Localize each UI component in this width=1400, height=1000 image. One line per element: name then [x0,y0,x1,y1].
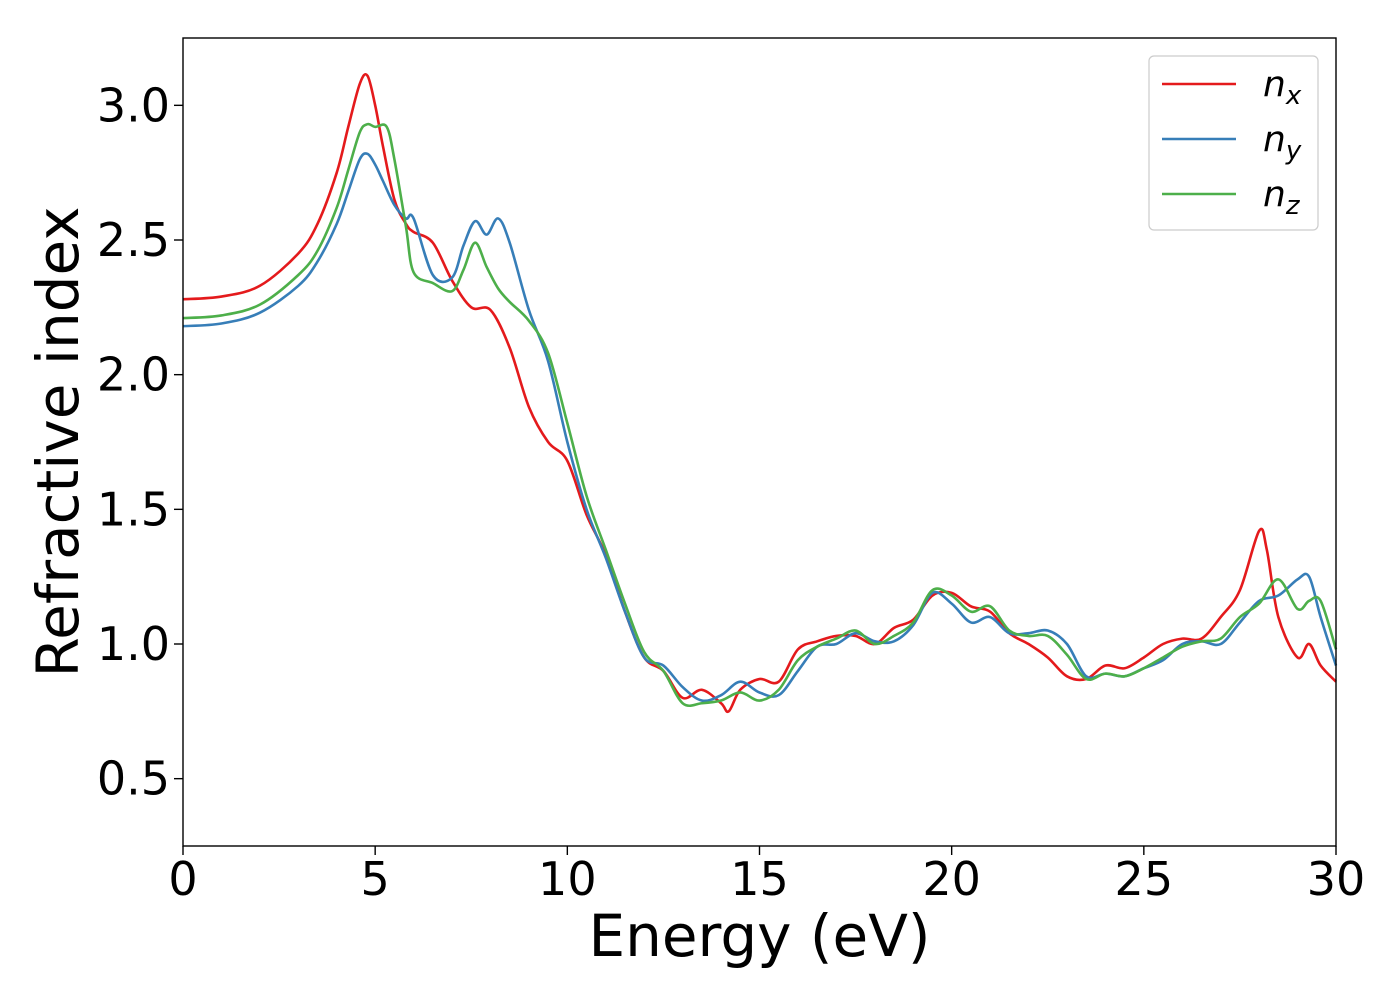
x-tick-label: 30 [1307,852,1366,906]
y-tick-label: 3.0 [97,78,170,132]
y-tick-label: 2.0 [97,348,170,402]
series-line-n-x [182,72,1337,714]
legend-label-subscript: y [1285,136,1302,166]
legend-label-n-y: ny [1263,119,1302,166]
y-axis-title: Refractive index [24,206,92,677]
x-tick-label: 15 [730,852,789,906]
x-tick-label: 0 [168,852,197,906]
y-tick-label: 2.5 [97,213,170,267]
x-axis-title: Energy (eV) [588,902,930,970]
legend-label-main: n [1263,174,1286,215]
legend-label-subscript: x [1285,81,1302,111]
legend-label-n-z: nz [1263,174,1301,221]
x-axis: 0 5 10 15 20 25 30 [168,846,1365,906]
x-tick-label: 20 [922,852,981,906]
series-line-n-z [182,122,1338,708]
y-axis: 0.5 1.0 1.5 2.0 2.5 3.0 [97,78,183,806]
y-tick-label: 1.5 [97,482,170,536]
legend-label-subscript: z [1285,191,1301,221]
legend-label-n-x: nx [1263,64,1302,111]
legend-box [1148,55,1319,231]
x-tick-label: 25 [1115,852,1174,906]
x-tick-label: 10 [538,852,597,906]
x-tick-label: 5 [361,852,390,906]
y-tick-label: 1.0 [97,617,170,671]
legend-label-main: n [1263,64,1286,105]
y-tick-label: 0.5 [97,752,170,806]
legend-label-main: n [1263,119,1286,160]
series-layer [182,72,1338,714]
